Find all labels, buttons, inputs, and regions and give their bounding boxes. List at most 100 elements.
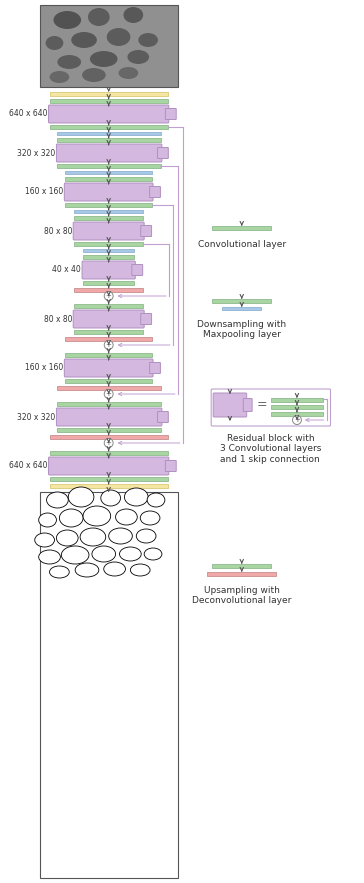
Ellipse shape [68, 487, 94, 507]
Bar [74, 210, 143, 213]
Circle shape [104, 439, 113, 448]
Bar [40, 5, 178, 87]
Bar [58, 164, 161, 168]
Text: +: + [294, 417, 300, 423]
Text: 320 x 320: 320 x 320 [17, 148, 55, 157]
Bar [74, 330, 143, 334]
Bar [74, 216, 143, 220]
FancyBboxPatch shape [141, 225, 151, 237]
Ellipse shape [119, 67, 138, 79]
Ellipse shape [109, 528, 132, 544]
Bar [83, 255, 134, 259]
Text: =: = [256, 398, 267, 411]
Circle shape [104, 341, 113, 350]
FancyBboxPatch shape [158, 147, 168, 159]
Text: 80 x 80: 80 x 80 [44, 314, 72, 323]
Ellipse shape [80, 528, 106, 546]
Bar [271, 405, 323, 409]
Text: 320 x 320: 320 x 320 [17, 412, 55, 421]
FancyBboxPatch shape [165, 461, 176, 472]
Text: +: + [106, 391, 112, 397]
Text: 80 x 80: 80 x 80 [44, 227, 72, 236]
Text: Upsampling with
Deconvolutional layer: Upsampling with Deconvolutional layer [192, 586, 292, 606]
Bar [271, 398, 323, 402]
Bar [83, 249, 134, 252]
Text: Downsampling with
Maxpooling layer: Downsampling with Maxpooling layer [197, 320, 286, 339]
Bar [207, 572, 276, 576]
Ellipse shape [104, 562, 126, 576]
Text: +: + [106, 440, 112, 446]
Bar [65, 353, 152, 357]
Bar [50, 125, 168, 129]
Circle shape [293, 416, 301, 425]
Ellipse shape [138, 33, 158, 47]
Ellipse shape [56, 530, 78, 546]
Ellipse shape [147, 493, 165, 507]
Ellipse shape [140, 511, 160, 525]
Ellipse shape [35, 533, 55, 547]
Bar [222, 307, 261, 310]
FancyBboxPatch shape [132, 265, 143, 275]
Bar [50, 477, 168, 481]
Text: 640 x 640: 640 x 640 [9, 109, 48, 118]
Ellipse shape [59, 509, 83, 527]
Ellipse shape [39, 550, 60, 564]
Ellipse shape [39, 513, 56, 527]
Ellipse shape [119, 547, 141, 561]
Text: 640 x 640: 640 x 640 [9, 462, 48, 471]
Bar [65, 177, 152, 181]
FancyBboxPatch shape [141, 313, 151, 324]
Bar [65, 203, 152, 207]
Bar [212, 564, 271, 568]
Ellipse shape [47, 492, 68, 508]
FancyBboxPatch shape [158, 411, 168, 422]
Text: 40 x 40: 40 x 40 [52, 266, 81, 275]
Bar [50, 92, 168, 96]
FancyBboxPatch shape [73, 222, 144, 240]
Ellipse shape [92, 546, 116, 562]
FancyBboxPatch shape [243, 398, 252, 411]
Ellipse shape [127, 50, 149, 64]
Ellipse shape [101, 490, 120, 506]
Ellipse shape [124, 488, 148, 506]
Ellipse shape [88, 8, 110, 26]
Bar [58, 138, 161, 142]
Ellipse shape [90, 51, 118, 67]
Ellipse shape [144, 548, 162, 560]
Text: Residual block with
3 Convolutional layers
and 1 skip connection: Residual block with 3 Convolutional laye… [219, 434, 321, 464]
Ellipse shape [83, 506, 111, 526]
Bar [65, 379, 152, 383]
FancyBboxPatch shape [150, 363, 161, 374]
FancyBboxPatch shape [64, 359, 153, 377]
Bar [50, 99, 168, 103]
Bar [212, 299, 271, 303]
Text: 160 x 160: 160 x 160 [25, 187, 63, 197]
Bar [212, 226, 271, 230]
Bar [65, 337, 152, 341]
Bar [50, 484, 168, 488]
Ellipse shape [46, 36, 63, 50]
Bar [40, 492, 178, 878]
Ellipse shape [50, 566, 69, 578]
Ellipse shape [50, 71, 69, 83]
Ellipse shape [116, 509, 137, 525]
Bar [74, 288, 143, 292]
Bar [50, 451, 168, 455]
Text: +: + [106, 293, 112, 299]
Bar [83, 281, 134, 285]
Circle shape [104, 389, 113, 398]
Ellipse shape [82, 68, 106, 82]
Circle shape [104, 291, 113, 300]
Ellipse shape [54, 11, 81, 29]
Bar [271, 412, 323, 416]
Ellipse shape [130, 564, 150, 576]
Bar [58, 428, 161, 432]
FancyBboxPatch shape [48, 105, 169, 123]
Bar [50, 435, 168, 439]
Ellipse shape [62, 546, 89, 564]
Text: Convolutional layer: Convolutional layer [198, 240, 286, 249]
FancyBboxPatch shape [150, 186, 161, 198]
Bar [58, 386, 161, 390]
Bar [74, 242, 143, 246]
FancyBboxPatch shape [64, 183, 153, 201]
